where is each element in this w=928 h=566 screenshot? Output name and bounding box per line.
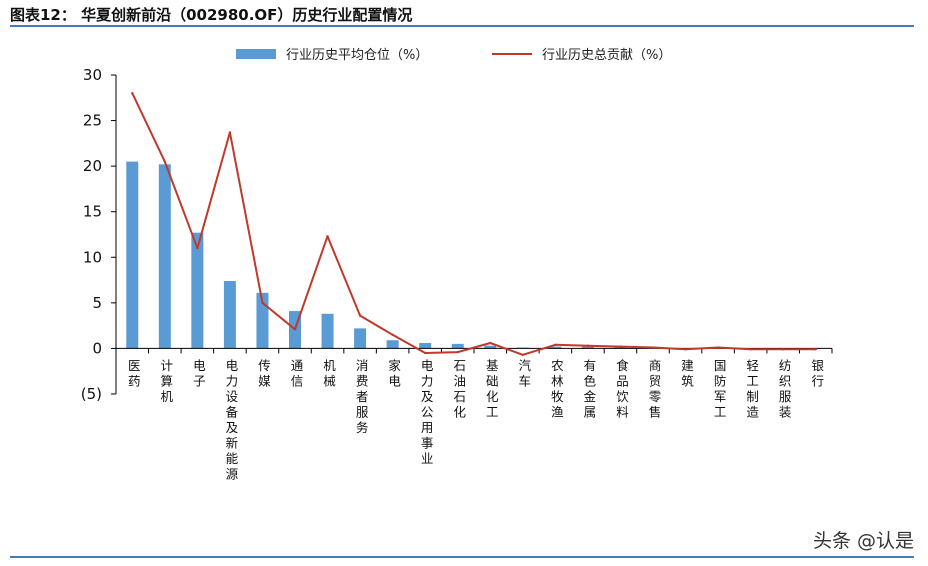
x-tick-label: 机械	[323, 358, 336, 389]
y-tick-label: 15	[83, 203, 102, 221]
bar	[191, 232, 204, 349]
bar	[354, 328, 367, 349]
line-point	[131, 92, 134, 95]
x-tick-label: 建筑	[681, 358, 694, 389]
y-tick-label: 10	[83, 248, 102, 266]
x-tick-label: 电力设备及新能源	[226, 358, 239, 482]
line-point	[684, 348, 687, 351]
x-tick-label: 食品饮料	[616, 358, 629, 420]
y-tick-label: (5)	[81, 385, 102, 403]
x-tick-label: 汽车	[519, 358, 532, 389]
x-tick-label: 银行	[811, 358, 824, 389]
figure-header: 图表12： 华夏创新前沿（002980.OF）历史行业配置情况	[10, 4, 914, 26]
watermark-text: 头条 @认是	[812, 530, 914, 552]
x-tick-label: 家电	[388, 358, 401, 389]
line-point	[391, 333, 394, 336]
x-tick-label: 电力及公用事业	[421, 358, 434, 466]
x-tick-label: 纺织服装	[779, 358, 792, 420]
line-point	[489, 341, 492, 345]
x-tick-label: 国防军工	[714, 358, 727, 420]
y-tick-label: 5	[92, 294, 102, 312]
y-tick-label: 20	[83, 157, 102, 175]
line-point	[521, 353, 525, 357]
bar	[419, 342, 432, 349]
line-point	[781, 348, 785, 351]
line-point	[163, 160, 167, 163]
legend-line-label: 行业历史总贡献（%）	[542, 48, 671, 63]
x-tick-label: 医药	[128, 358, 141, 389]
line-point	[261, 301, 264, 305]
x-tick-label: 商贸零售	[649, 358, 662, 420]
bar	[126, 161, 139, 349]
line-point	[814, 348, 817, 351]
line-point	[293, 328, 297, 331]
x-tick-label: 农林牧渔	[551, 358, 564, 420]
line-point	[456, 350, 459, 354]
line-point	[196, 246, 199, 250]
line-point	[749, 348, 752, 351]
line-point	[586, 344, 590, 347]
x-tick-label: 传媒	[258, 358, 271, 389]
line-point	[554, 343, 557, 346]
line-point	[228, 131, 232, 134]
bar	[581, 346, 594, 349]
line-point	[619, 345, 622, 348]
bar	[158, 164, 171, 349]
bar	[256, 292, 269, 349]
line-point	[651, 346, 655, 349]
legend-bar-label: 行业历史平均仓位（%）	[286, 48, 428, 63]
legend-bar-swatch	[236, 49, 276, 59]
figure-title: 图表12： 华夏创新前沿（002980.OF）历史行业配置情况	[10, 6, 413, 24]
x-tick-label: 计算机	[161, 358, 174, 404]
bar	[549, 346, 562, 349]
x-tick-label: 消费者服务	[356, 358, 369, 435]
x-tick-label: 有色金属	[584, 358, 597, 420]
bottom-rule	[10, 556, 914, 558]
line-point	[716, 346, 720, 349]
top-rule	[10, 25, 914, 27]
bar	[386, 340, 399, 349]
bar	[484, 345, 497, 349]
bar	[223, 280, 236, 349]
x-tick-label: 基础化工	[486, 358, 499, 420]
x-tick-label: 通信	[291, 358, 304, 389]
line-point	[358, 314, 362, 317]
y-tick-label: 30	[83, 66, 102, 84]
y-tick-label: 25	[83, 112, 102, 130]
x-tick-label: 轻工制造	[746, 358, 759, 420]
bar	[321, 313, 334, 349]
contribution-line	[131, 92, 816, 356]
x-tick-label: 石油石化	[453, 358, 466, 420]
bar	[451, 343, 464, 349]
y-tick-label: 0	[92, 339, 102, 357]
line-point	[326, 235, 329, 238]
line-point	[423, 351, 427, 355]
x-tick-label: 电子	[193, 358, 206, 389]
